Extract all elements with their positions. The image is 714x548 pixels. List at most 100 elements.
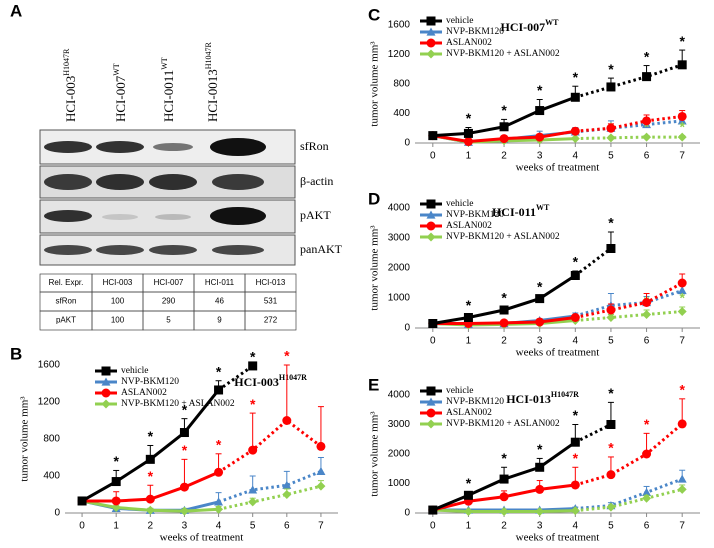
series-line-dotted bbox=[575, 119, 683, 134]
title-sup: H1047R bbox=[551, 390, 579, 399]
marker bbox=[282, 480, 292, 489]
table-header: HCI-007 bbox=[154, 278, 184, 287]
marker bbox=[677, 484, 687, 494]
series-line-dotted bbox=[574, 63, 683, 99]
table-cell-text: 531 bbox=[264, 297, 278, 306]
marker bbox=[463, 128, 473, 138]
significance-mark: * bbox=[644, 48, 650, 64]
lane-label: HCI-0011WT bbox=[160, 57, 176, 122]
band-label: β-actin bbox=[300, 174, 333, 188]
series-line-dotted bbox=[575, 310, 683, 322]
y-tick-label: 4000 bbox=[388, 390, 411, 401]
legend-label: NVP-BKM120 + ASLAN002 bbox=[121, 399, 235, 409]
series-line-dotted bbox=[218, 484, 322, 511]
x-tick-label: 7 bbox=[318, 521, 324, 532]
x-tick-label: 0 bbox=[79, 521, 85, 532]
marker bbox=[428, 131, 438, 141]
y-tick-label: 3000 bbox=[388, 419, 411, 430]
legend-label: NVP-BKM120 + ASLAN002 bbox=[446, 419, 560, 429]
lane-name: HCI-007 bbox=[113, 75, 128, 122]
significance-mark: * bbox=[113, 453, 119, 469]
title-main: HCI-003 bbox=[234, 375, 279, 389]
table-header: HCI-011 bbox=[205, 278, 235, 287]
significance-mark: * bbox=[537, 278, 543, 294]
marker bbox=[499, 122, 509, 132]
legend-marker bbox=[426, 16, 436, 26]
significance-mark: * bbox=[573, 254, 579, 270]
table-cell bbox=[244, 310, 297, 331]
significance-mark: * bbox=[182, 401, 188, 417]
marker bbox=[677, 278, 687, 288]
band bbox=[102, 214, 138, 220]
series-line-dotted bbox=[575, 281, 683, 319]
marker bbox=[642, 310, 652, 319]
marker bbox=[606, 133, 616, 143]
x-tick-label: 2 bbox=[501, 151, 507, 162]
marker bbox=[570, 271, 580, 280]
legend-marker bbox=[101, 388, 111, 398]
significance-mark: * bbox=[182, 442, 188, 458]
marker bbox=[111, 502, 121, 512]
y-tick-label: 4000 bbox=[388, 203, 411, 214]
marker bbox=[316, 441, 326, 451]
marker bbox=[570, 126, 580, 136]
significance-mark: * bbox=[608, 61, 614, 77]
significance-mark: * bbox=[284, 348, 290, 364]
significance-mark: * bbox=[679, 118, 685, 134]
series-line-dotted bbox=[575, 477, 683, 511]
marker bbox=[214, 504, 224, 514]
marker bbox=[179, 506, 189, 516]
marker bbox=[145, 454, 155, 464]
y-axis-label: tumor volume mm³ bbox=[369, 225, 381, 311]
marker bbox=[677, 286, 687, 295]
y-tick-label: 1200 bbox=[388, 49, 411, 60]
marker bbox=[642, 449, 652, 459]
table-cell-text: sfRon bbox=[56, 297, 77, 306]
marker bbox=[570, 480, 580, 490]
x-axis-label: weeks of treatment bbox=[516, 532, 600, 544]
significance-mark: * bbox=[250, 349, 256, 365]
y-tick-label: 1600 bbox=[388, 20, 411, 31]
title-sup: WT bbox=[545, 18, 559, 27]
x-tick-label: 6 bbox=[284, 521, 290, 532]
legend-marker bbox=[426, 210, 436, 219]
marker bbox=[248, 361, 258, 371]
marker bbox=[642, 487, 652, 496]
y-axis-label: tumor volume mm³ bbox=[369, 411, 381, 497]
significance-mark: * bbox=[216, 363, 222, 379]
x-tick-label: 0 bbox=[430, 521, 436, 532]
legend-label: ASLAN002 bbox=[446, 38, 492, 48]
panel-letter: A bbox=[10, 1, 22, 20]
band bbox=[210, 138, 266, 156]
marker bbox=[77, 496, 87, 506]
chart-title: HCI-003H1047R bbox=[234, 373, 307, 389]
x-axis-label: weeks of treatment bbox=[160, 532, 244, 544]
band-label: panAKT bbox=[300, 242, 343, 256]
marker bbox=[463, 507, 473, 517]
lane-sup: WT bbox=[160, 57, 169, 70]
marker bbox=[535, 294, 545, 304]
marker bbox=[606, 123, 616, 133]
series-line-dotted bbox=[217, 364, 254, 392]
y-tick-label: 2000 bbox=[388, 263, 411, 274]
legend-label: ASLAN002 bbox=[446, 408, 492, 418]
y-tick-label: 1200 bbox=[38, 397, 61, 408]
marker bbox=[248, 485, 258, 494]
marker bbox=[248, 445, 258, 455]
band bbox=[96, 141, 144, 153]
table-cell-text: 290 bbox=[162, 297, 176, 306]
x-tick-label: 2 bbox=[501, 521, 507, 532]
legend-label: NVP-BKM120 + ASLAN002 bbox=[446, 49, 560, 59]
marker bbox=[677, 132, 687, 142]
marker bbox=[642, 72, 652, 82]
table-cell-text: 9 bbox=[217, 316, 222, 325]
marker bbox=[463, 490, 473, 500]
significance-mark: * bbox=[148, 468, 154, 484]
marker bbox=[214, 385, 224, 395]
table-header: Rel. Expr. bbox=[49, 278, 84, 287]
marker bbox=[606, 305, 616, 315]
band bbox=[96, 245, 144, 255]
series-line-dotted bbox=[574, 289, 683, 318]
x-tick-label: 3 bbox=[537, 151, 543, 162]
